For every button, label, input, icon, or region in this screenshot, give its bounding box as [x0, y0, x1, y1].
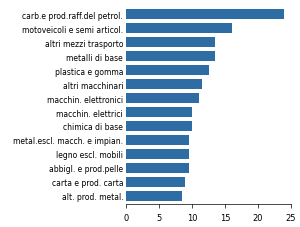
Bar	[126, 94, 199, 104]
Bar	[126, 149, 189, 159]
Bar	[126, 52, 215, 62]
Bar	[126, 10, 284, 20]
Bar	[126, 163, 189, 173]
Bar	[126, 66, 208, 76]
Bar	[126, 80, 202, 90]
Bar	[126, 38, 215, 48]
Bar	[126, 24, 232, 34]
Bar	[126, 108, 192, 118]
Bar	[126, 121, 192, 131]
Bar	[126, 177, 185, 187]
Bar	[126, 191, 182, 201]
Bar	[126, 135, 189, 145]
